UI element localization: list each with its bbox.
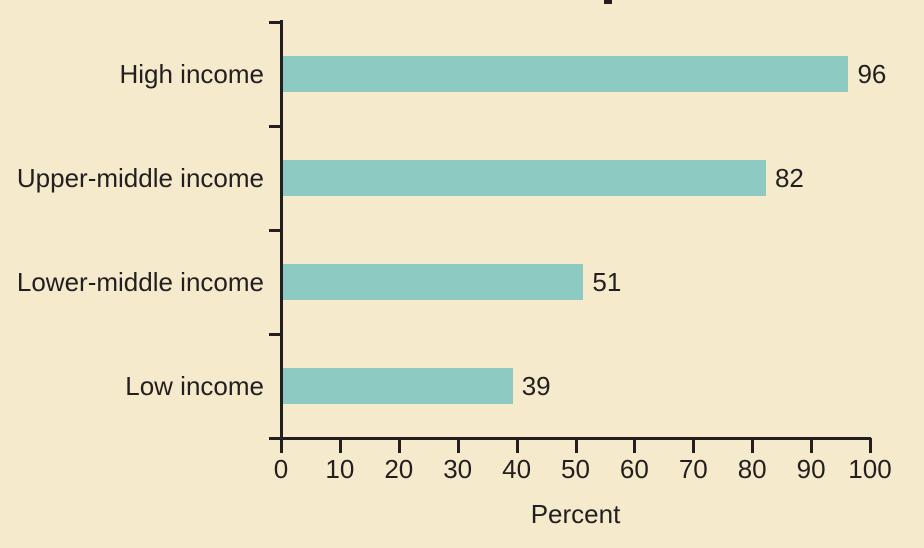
x-axis-tick (280, 438, 283, 453)
x-axis-tick (692, 438, 696, 453)
x-axis-tick (515, 438, 519, 453)
category-label: Upper-middle income (16, 163, 264, 193)
bar (283, 56, 849, 92)
y-axis-tick (269, 333, 281, 336)
x-axis-tick (810, 438, 814, 453)
x-tick-label: 50 (561, 454, 590, 484)
y-axis-tick (269, 125, 281, 128)
x-tick-label: 80 (737, 454, 767, 484)
x-tick-label: 10 (325, 454, 355, 484)
value-label: 51 (592, 267, 622, 297)
x-tick-label: 70 (678, 454, 708, 484)
x-tick-label: 90 (796, 454, 826, 484)
value-label: 39 (521, 371, 551, 401)
x-axis-tick (574, 438, 578, 453)
category-label: Low income (125, 371, 264, 401)
bar (283, 160, 766, 196)
y-axis-line (280, 20, 283, 453)
x-tick-label: 30 (443, 454, 473, 484)
cropped-title-fragment (604, 0, 612, 4)
x-tick-label: 0 (273, 454, 289, 484)
x-tick-label: 40 (502, 454, 532, 484)
x-axis-tick (869, 438, 872, 453)
x-axis-tick (456, 438, 460, 453)
x-axis-title: Percent (530, 499, 621, 529)
value-label: 82 (774, 163, 804, 193)
x-axis-line (269, 437, 871, 440)
category-label: Lower-middle income (16, 267, 264, 297)
x-axis-tick (633, 438, 637, 453)
y-axis-tick (269, 437, 281, 440)
x-tick-label: 100 (848, 454, 892, 484)
x-axis-tick (338, 438, 342, 453)
y-axis-tick (269, 229, 281, 232)
bar (283, 368, 513, 404)
bar (283, 264, 584, 300)
x-axis-tick (751, 438, 755, 453)
category-label: High income (119, 59, 264, 89)
x-axis-tick (397, 438, 401, 453)
x-tick-label: 60 (619, 454, 649, 484)
value-label: 96 (857, 59, 887, 89)
y-axis-tick (269, 21, 281, 24)
x-tick-label: 20 (384, 454, 414, 484)
